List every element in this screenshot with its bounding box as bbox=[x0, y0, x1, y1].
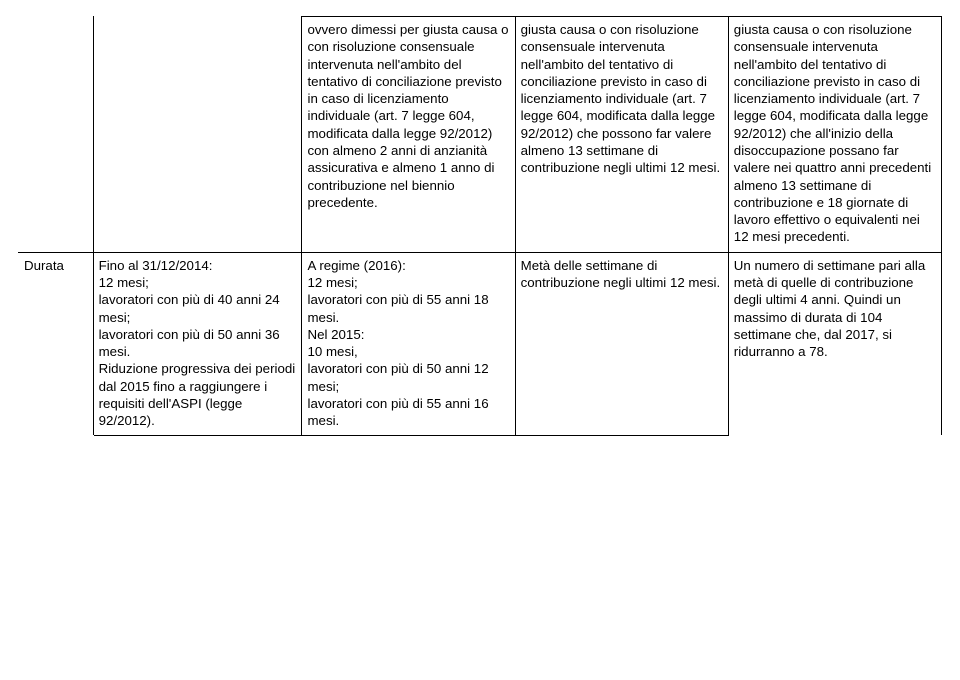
cell: Un numero di settimane pari alla metà di… bbox=[728, 252, 941, 436]
comparison-table: ovvero dimessi per giusta causa o con ri… bbox=[18, 16, 942, 436]
table-row: ovvero dimessi per giusta causa o con ri… bbox=[19, 17, 942, 253]
cell: Metà delle settimane di contribuzione ne… bbox=[515, 252, 728, 436]
cell: A regime (2016):12 mesi;lavoratori con p… bbox=[302, 252, 515, 436]
cell: giusta causa o con risoluzione consensua… bbox=[515, 17, 728, 253]
cell bbox=[93, 17, 302, 253]
page: ovvero dimessi per giusta causa o con ri… bbox=[0, 0, 960, 436]
cell: ovvero dimessi per giusta causa o con ri… bbox=[302, 17, 515, 253]
row-header-cell bbox=[19, 17, 94, 253]
table-row: Durata Fino al 31/12/2014:12 mesi;lavora… bbox=[19, 252, 942, 436]
cell: giusta causa o con risoluzione consensua… bbox=[728, 17, 941, 253]
row-header-cell: Durata bbox=[19, 252, 94, 436]
cell: Fino al 31/12/2014:12 mesi;lavoratori co… bbox=[93, 252, 302, 436]
